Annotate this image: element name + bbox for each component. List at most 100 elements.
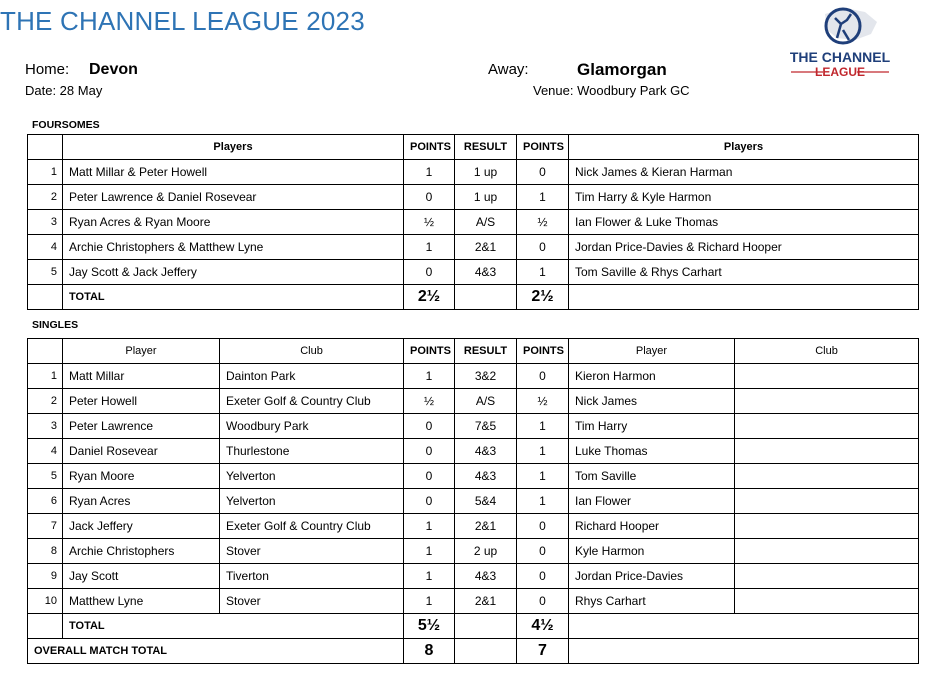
cell: 4&3	[454, 563, 517, 589]
logo-golfer	[834, 13, 853, 41]
cell: 2 up	[454, 538, 517, 564]
column-header: POINTS	[403, 134, 455, 160]
cell: 2&1	[454, 234, 517, 260]
away-label: Away:	[488, 61, 529, 78]
row: 2 Peter Lawrence & Daniel Rosevear 0 1 up 1 T…	[27, 184, 919, 210]
cell: Thurlestone	[219, 438, 404, 464]
logo: THE CHANNEL LEAGUE	[790, 7, 891, 79]
cell: Nick James & Kieran Harman	[568, 159, 919, 185]
cell: Peter Lawrence	[62, 413, 220, 439]
cell: Matthew Lyne	[62, 588, 220, 614]
cell	[734, 413, 919, 439]
column-header: Player	[568, 338, 735, 364]
row: 3 Ryan Acres & Ryan Moore ½ A/S ½ Ian Flower …	[27, 209, 919, 235]
column-header: POINTS	[403, 338, 455, 364]
cell: Archie Christophers & Matthew Lyne	[62, 234, 404, 260]
cell: 1	[516, 184, 569, 210]
title: THE CHANNEL LEAGUE 2023	[0, 6, 365, 36]
cell: Exeter Golf & Country Club	[219, 388, 404, 414]
cell: 0	[516, 513, 569, 539]
cell: 5	[27, 463, 63, 489]
cell: 0	[516, 234, 569, 260]
cell: Kyle Harmon	[568, 538, 735, 564]
cell	[734, 463, 919, 489]
column-header: POINTS	[516, 338, 569, 364]
cell: Matt Millar	[62, 363, 220, 389]
cell: 3	[27, 413, 63, 439]
date: Date: 28 May	[25, 83, 103, 98]
cell	[734, 388, 919, 414]
cell: 0	[403, 488, 455, 514]
overall-label: OVERALL MATCH TOTAL	[27, 638, 404, 664]
row: 6 Ryan Acres Yelverton 0 5&4 1 Ian Flower	[27, 488, 919, 514]
cell	[734, 363, 919, 389]
cell: 1	[516, 463, 569, 489]
cell: Tim Harry	[568, 413, 735, 439]
cell: Peter Howell	[62, 388, 220, 414]
cell: Peter Lawrence & Daniel Rosevear	[62, 184, 404, 210]
cell	[734, 438, 919, 464]
cell: Archie Christophers	[62, 538, 220, 564]
cell	[454, 613, 517, 639]
row: Player Club POINTS RESULT POINTS Player Club	[27, 338, 919, 364]
cell: Stover	[219, 588, 404, 614]
column-header: RESULT	[454, 338, 517, 364]
cell: Ryan Acres & Ryan Moore	[62, 209, 404, 235]
cell	[27, 284, 63, 310]
cell: 2	[27, 388, 63, 414]
row: 7 Jack Jeffery Exeter Golf & Country Club 1…	[27, 513, 919, 539]
section-title: SINGLES	[32, 319, 79, 331]
column-header: Players	[62, 134, 404, 160]
total-away: 4½	[516, 613, 569, 639]
cell: 0	[403, 413, 455, 439]
cell: 7&5	[454, 413, 517, 439]
cell: Ian Flower & Luke Thomas	[568, 209, 919, 235]
cell: 4	[27, 438, 63, 464]
cell: 3&2	[454, 363, 517, 389]
cell	[734, 513, 919, 539]
cell: 4&3	[454, 259, 517, 285]
cell: 2&1	[454, 513, 517, 539]
cell: Ryan Moore	[62, 463, 220, 489]
cell: 2	[27, 184, 63, 210]
cell: Ian Flower	[568, 488, 735, 514]
total-away: 2½	[516, 284, 569, 310]
cell	[454, 284, 517, 310]
cell: Jordan Price-Davies & Richard Hooper	[568, 234, 919, 260]
total-home: 5½	[403, 613, 455, 639]
row: 9 Jay Scott Tiverton 1 4&3 0 Jordan Price-Davi…	[27, 563, 919, 589]
cell: 8	[27, 538, 63, 564]
cell: 0	[403, 184, 455, 210]
row: 4 Daniel Rosevear Thurlestone 0 4&3 1 Luke Tho…	[27, 438, 919, 464]
row: 4 Archie Christophers & Matthew Lyne 1 2&1 0…	[27, 234, 919, 260]
cell: 1	[27, 159, 63, 185]
row: 2 Peter Howell Exeter Golf & Country Club ½…	[27, 388, 919, 414]
cell: 0	[516, 363, 569, 389]
cell: Tom Saville	[568, 463, 735, 489]
cell: 4	[27, 234, 63, 260]
row: 5 Ryan Moore Yelverton 0 4&3 1 Tom Saville	[27, 463, 919, 489]
cell	[734, 538, 919, 564]
cell: Jordan Price-Davies	[568, 563, 735, 589]
logo-text: THE CHANNEL	[790, 49, 891, 65]
cell: 5	[27, 259, 63, 285]
cell	[734, 488, 919, 514]
cell: 1	[403, 588, 455, 614]
cell: 4&3	[454, 438, 517, 464]
home-team: Devon	[89, 61, 138, 78]
cell: 1 up	[454, 184, 517, 210]
cell: 0	[516, 563, 569, 589]
cell: 0	[516, 159, 569, 185]
cell	[568, 284, 919, 310]
cell: ½	[516, 388, 569, 414]
cell: Yelverton	[219, 488, 404, 514]
cell: A/S	[454, 388, 517, 414]
column-header: RESULT	[454, 134, 517, 160]
column-header: Club	[734, 338, 919, 364]
row: 10 Matthew Lyne Stover 1 2&1 0 Rhys Carhart	[27, 588, 919, 614]
cell: 1	[403, 234, 455, 260]
cell	[568, 638, 919, 664]
singles-table: Player Club POINTS RESULT POINTS Player Club 1 M…	[27, 338, 919, 664]
cell: 0	[403, 438, 455, 464]
